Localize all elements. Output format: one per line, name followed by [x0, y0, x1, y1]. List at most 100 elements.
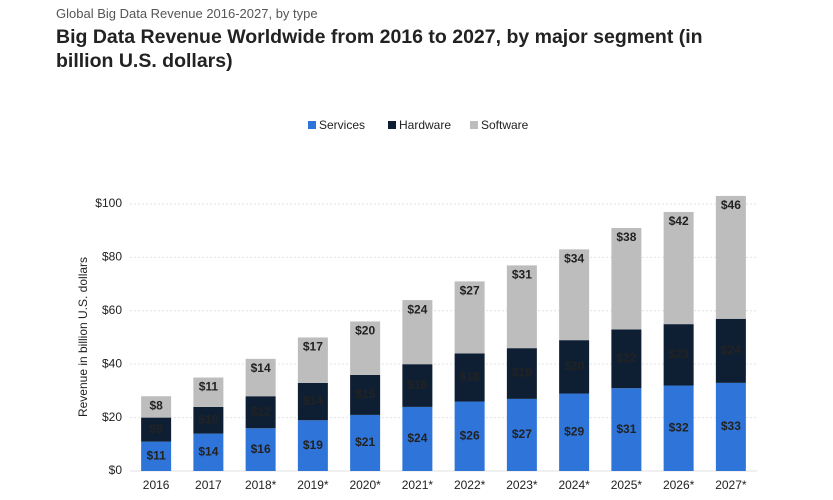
x-tick-label: 2021*: [402, 478, 434, 492]
x-tick-label: 2026*: [663, 478, 695, 492]
bar-segment: [297, 337, 328, 383]
value-label: $31: [616, 422, 636, 436]
value-label: $9: [149, 422, 163, 436]
x-tick-label: 2020*: [349, 478, 381, 492]
value-label: $22: [616, 351, 636, 365]
bar-segment: [715, 318, 746, 383]
bar-segment: [193, 406, 224, 434]
x-tick-label: 2016: [143, 478, 170, 492]
value-label: $12: [251, 404, 271, 418]
value-label: $24: [407, 431, 427, 445]
bar-segment: [559, 340, 590, 394]
value-label: $42: [669, 214, 689, 228]
value-label: $18: [460, 370, 480, 384]
bar-segment: [715, 382, 746, 471]
value-label: $26: [460, 428, 480, 442]
bar-segment: [454, 281, 485, 354]
value-label: $24: [407, 302, 427, 316]
bar-segment: [402, 300, 433, 365]
bar-segment: [402, 406, 433, 471]
value-label: $16: [407, 378, 427, 392]
value-label: $21: [355, 435, 375, 449]
bar-segment: [245, 358, 276, 397]
bar-segment: [663, 211, 694, 325]
x-tick-label: 2022*: [454, 478, 486, 492]
y-tick-label: $60: [102, 303, 122, 317]
y-tick-label: $0: [109, 463, 123, 477]
legend-label: Services: [319, 118, 365, 132]
bar-segment: [141, 441, 172, 471]
legend-swatch: [470, 121, 478, 129]
bar-segment: [350, 321, 381, 375]
x-tick-label: 2017: [195, 478, 222, 492]
bar-segment: [350, 414, 381, 471]
bar-segment: [715, 195, 746, 319]
value-label: $20: [355, 324, 375, 338]
bar-segment: [454, 353, 485, 402]
bar-segment: [506, 398, 537, 471]
value-label: $14: [198, 444, 218, 458]
value-label: $19: [303, 438, 323, 452]
value-label: $19: [512, 366, 532, 380]
legend-label: Hardware: [399, 118, 451, 132]
value-label: $16: [251, 442, 271, 456]
bar-segment: [193, 433, 224, 471]
value-label: $34: [564, 252, 584, 266]
value-label: $20: [564, 359, 584, 373]
bar-segment: [663, 324, 694, 386]
bar-segment: [559, 393, 590, 471]
value-label: $38: [616, 230, 636, 244]
y-tick-label: $20: [102, 410, 122, 424]
x-tick-label: 2018*: [245, 478, 277, 492]
value-label: $11: [146, 448, 166, 462]
value-label: $15: [355, 387, 375, 401]
value-label: $14: [303, 394, 323, 408]
legend-swatch: [308, 121, 316, 129]
value-label: $11: [199, 380, 219, 394]
value-label: $27: [460, 284, 480, 298]
bar-segment: [611, 329, 642, 389]
value-label: $24: [721, 343, 741, 357]
x-tick-label: 2019*: [297, 478, 329, 492]
value-label: $14: [251, 361, 271, 375]
value-label: $17: [303, 340, 323, 354]
value-label: $32: [669, 420, 689, 434]
bar-segment: [245, 428, 276, 471]
chart-subtitle: Global Big Data Revenue 2016-2027, by ty…: [56, 6, 318, 21]
bar-segment: [402, 364, 433, 407]
bar-segment: [193, 377, 224, 407]
legend-label: Software: [481, 118, 529, 132]
bar-segment: [506, 265, 537, 349]
bar-segment: [454, 401, 485, 471]
value-label: $10: [198, 412, 218, 426]
bar-segment: [506, 348, 537, 399]
bar-segment: [141, 417, 172, 442]
bar-segment: [297, 382, 328, 421]
bar-segment: [141, 396, 172, 418]
bar-segment: [611, 388, 642, 471]
x-tick-label: 2025*: [611, 478, 643, 492]
value-label: $29: [564, 424, 584, 438]
y-tick-label: $100: [95, 196, 122, 210]
bar-segment: [245, 396, 276, 429]
x-tick-label: 2024*: [558, 478, 590, 492]
value-label: $27: [512, 427, 532, 441]
bar-segment: [297, 420, 328, 471]
chart-title: Big Data Revenue Worldwide from 2016 to …: [56, 26, 703, 72]
y-axis-label: Revenue in billion U.S. dollars: [76, 257, 90, 417]
bar-segment: [663, 385, 694, 471]
bar-segment: [559, 249, 590, 341]
value-label: $8: [149, 398, 163, 412]
value-label: $33: [721, 419, 741, 433]
y-tick-label: $80: [102, 250, 122, 264]
legend-swatch: [388, 121, 396, 129]
x-tick-label: 2023*: [506, 478, 538, 492]
x-tick-label: 2027*: [715, 478, 747, 492]
value-label: $46: [721, 198, 741, 212]
value-label: $23: [669, 347, 689, 361]
value-label: $31: [512, 268, 532, 282]
y-tick-label: $40: [102, 356, 122, 370]
bar-segment: [350, 374, 381, 415]
